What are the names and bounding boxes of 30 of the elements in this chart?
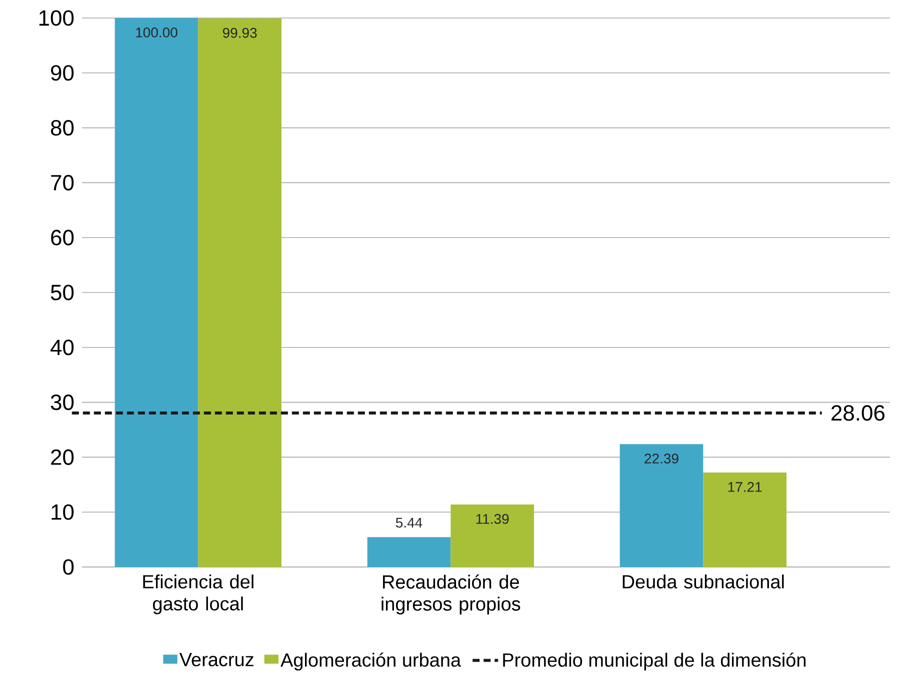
data-label: 5.44: [396, 518, 422, 528]
bar: [450, 504, 534, 567]
x-tick-label: Deuda subnacional: [622, 574, 784, 588]
y-tick-label: 30: [50, 394, 74, 410]
y-tick-label: 0: [63, 559, 74, 575]
x-tick-label: Eficiencia del gasto local: [143, 574, 254, 614]
legend-label: Promedio municipal de la dimensión: [503, 652, 806, 671]
legend-label: Veracruz: [179, 653, 254, 666]
y-tick-label: 90: [51, 65, 74, 81]
bar: [620, 444, 704, 567]
bar: [703, 472, 786, 567]
data-label: 100.00: [136, 28, 178, 38]
bar: [198, 18, 282, 567]
x-tick-label: Recaudación de ingresos propios: [382, 574, 520, 614]
bar: [114, 18, 198, 567]
annotation: 28.06: [832, 405, 884, 421]
y-tick-label: 10: [52, 504, 74, 520]
y-tick-label: 50: [50, 284, 74, 300]
data-label: 22.39: [644, 454, 678, 464]
data-label: 11.39: [476, 514, 509, 524]
legend-label: Aglomeración urbana: [280, 652, 462, 671]
y-tick-label: 80: [50, 120, 74, 136]
y-tick-label: 40: [50, 340, 74, 356]
y-tick-label: 70: [51, 174, 74, 190]
data-label: 99.93: [222, 28, 257, 38]
y-tick-label: 100: [39, 10, 74, 26]
data-label: 17.21: [728, 482, 762, 492]
y-tick-label: 60: [51, 230, 74, 246]
bar: [367, 537, 451, 567]
y-tick-label: 20: [51, 449, 74, 465]
